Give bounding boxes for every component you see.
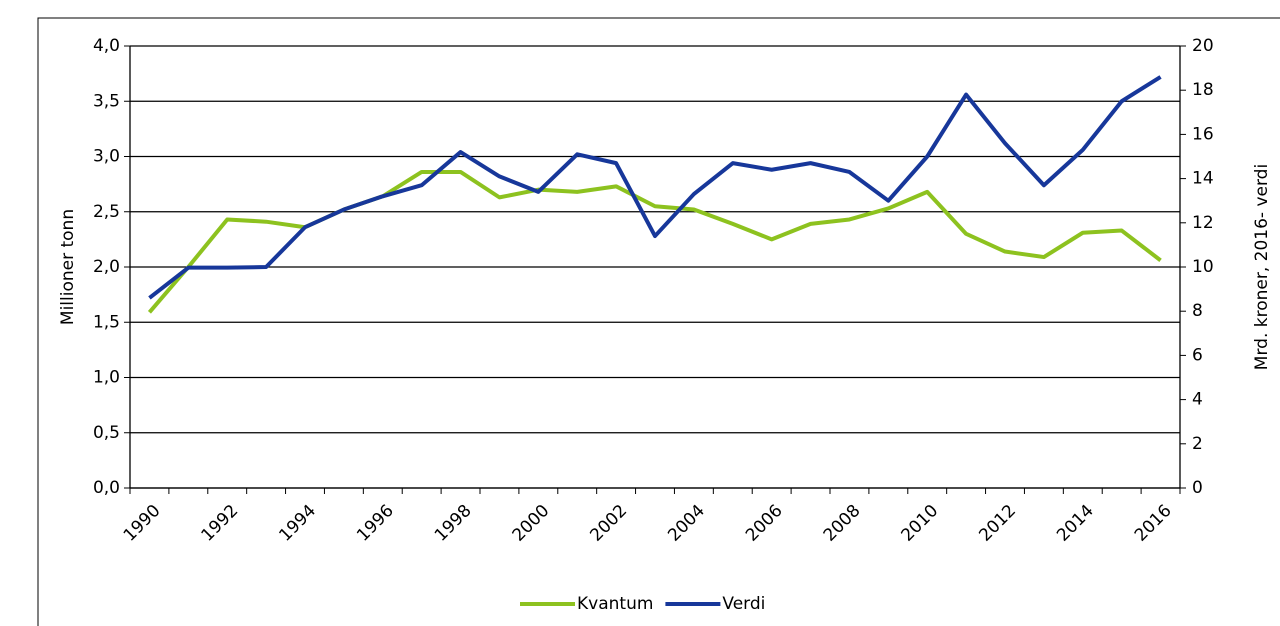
y2-tick-label: 18 <box>1192 80 1214 100</box>
y2-tick-label: 14 <box>1192 169 1214 189</box>
y-tick-label: 3,5 <box>93 91 120 111</box>
y-tick-label: 0,5 <box>93 423 120 443</box>
y2-tick-label: 4 <box>1192 390 1203 410</box>
y2-tick-label: 16 <box>1192 124 1214 144</box>
y-tick-label: 4,0 <box>93 36 120 56</box>
y-tick-label: 1,0 <box>93 368 120 388</box>
legend-label: Kvantum <box>577 594 653 614</box>
y2-tick-label: 6 <box>1192 345 1203 365</box>
y2-tick-label: 0 <box>1192 478 1203 498</box>
y-tick-label: 3,0 <box>93 147 120 167</box>
series-line <box>148 75 1162 300</box>
y-tick-label: 2,0 <box>93 257 120 277</box>
y2-axis-label: Mrd. kroner, 2016- verdi <box>1252 164 1272 370</box>
y2-tick-label: 10 <box>1192 257 1214 277</box>
y2-tick-label: 2 <box>1192 434 1203 454</box>
legend-label: Verdi <box>722 594 765 614</box>
y-tick-label: 0,0 <box>93 478 120 498</box>
y-tick-label: 1,5 <box>93 312 120 332</box>
y2-tick-label: 12 <box>1192 213 1214 233</box>
y-axis-label: Millioner tonn <box>58 209 78 325</box>
y2-tick-label: 8 <box>1192 301 1203 321</box>
y2-tick-label: 20 <box>1192 36 1214 56</box>
y-tick-label: 2,5 <box>93 202 120 222</box>
